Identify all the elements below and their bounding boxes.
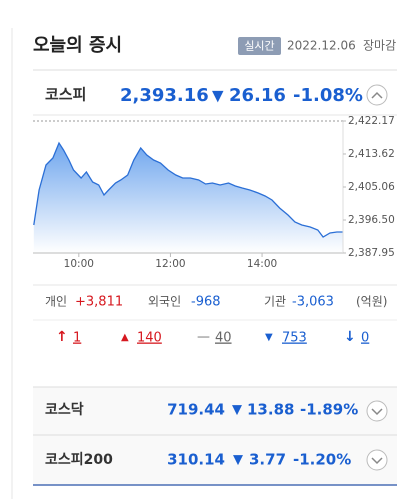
index-change: 3.77	[249, 451, 286, 469]
y-tick-label: 2,387.95	[348, 247, 395, 259]
breadth-link[interactable]: 140	[137, 331, 162, 346]
index-name: 코스닥	[45, 401, 84, 418]
down-icon: ▼	[212, 87, 224, 105]
investor-label: 외국인	[148, 295, 181, 309]
breadth-link[interactable]: 40	[215, 331, 232, 346]
x-tick-label: 14:00	[247, 258, 277, 270]
investor-label: 기관	[264, 295, 286, 309]
area	[33, 143, 344, 253]
breadth-link[interactable]: 1	[73, 331, 81, 346]
x-tick-label: 12:00	[155, 258, 185, 270]
badge: 실시간	[244, 40, 274, 53]
index-value: 310.14	[167, 451, 225, 469]
down-icon: ▼	[233, 453, 243, 468]
date: 2022.12.06	[287, 39, 356, 53]
index-value: 719.44	[167, 401, 225, 419]
y-tick-label: 2,413.62	[348, 148, 395, 160]
index-change: 26.16	[229, 85, 286, 106]
investor-label: 개인	[45, 295, 67, 309]
down-icon: ▼	[232, 403, 242, 418]
expand-button[interactable]	[366, 400, 388, 422]
line	[33, 141, 343, 238]
y-tick-label: 2,422.17	[348, 115, 395, 127]
status: 장마감	[363, 39, 396, 53]
expand-button[interactable]	[366, 449, 388, 471]
index-name: 코스피200	[45, 452, 113, 468]
index-value: 2,393.16	[120, 85, 209, 106]
investor-value: -3,063	[292, 295, 334, 310]
unit: (억원)	[356, 295, 387, 309]
upper-limit-icon: ↑	[56, 329, 68, 345]
down-icon: ▼	[265, 332, 273, 343]
title: 오늘의 증시	[33, 35, 122, 56]
index-rate: -1.20%	[293, 451, 351, 469]
index-change: 13.88	[247, 401, 294, 419]
breadth-link[interactable]: 0	[361, 331, 369, 346]
breadth-link[interactable]: 753	[282, 331, 307, 346]
flat-icon: —	[197, 330, 210, 345]
collapse-button[interactable]	[366, 84, 388, 106]
lower-limit-icon: ↓	[344, 329, 356, 345]
badge-bg	[238, 37, 281, 55]
index-rate: -1.08%	[293, 85, 363, 106]
investor-value: -968	[191, 295, 221, 310]
y-tick-label: 2,405.06	[348, 181, 395, 193]
up-icon: ▲	[121, 332, 129, 343]
x-tick-label: 10:00	[64, 258, 94, 270]
y-tick-label: 2,396.50	[348, 214, 395, 226]
index-name: 코스피	[45, 86, 86, 104]
index-rate: -1.89%	[300, 401, 358, 419]
chart: 2,387.95 2,396.50 2,405.06 2,413.62 2,422.17…	[33, 115, 395, 270]
investor-value: +3,811	[75, 295, 123, 310]
other-box	[33, 387, 397, 485]
